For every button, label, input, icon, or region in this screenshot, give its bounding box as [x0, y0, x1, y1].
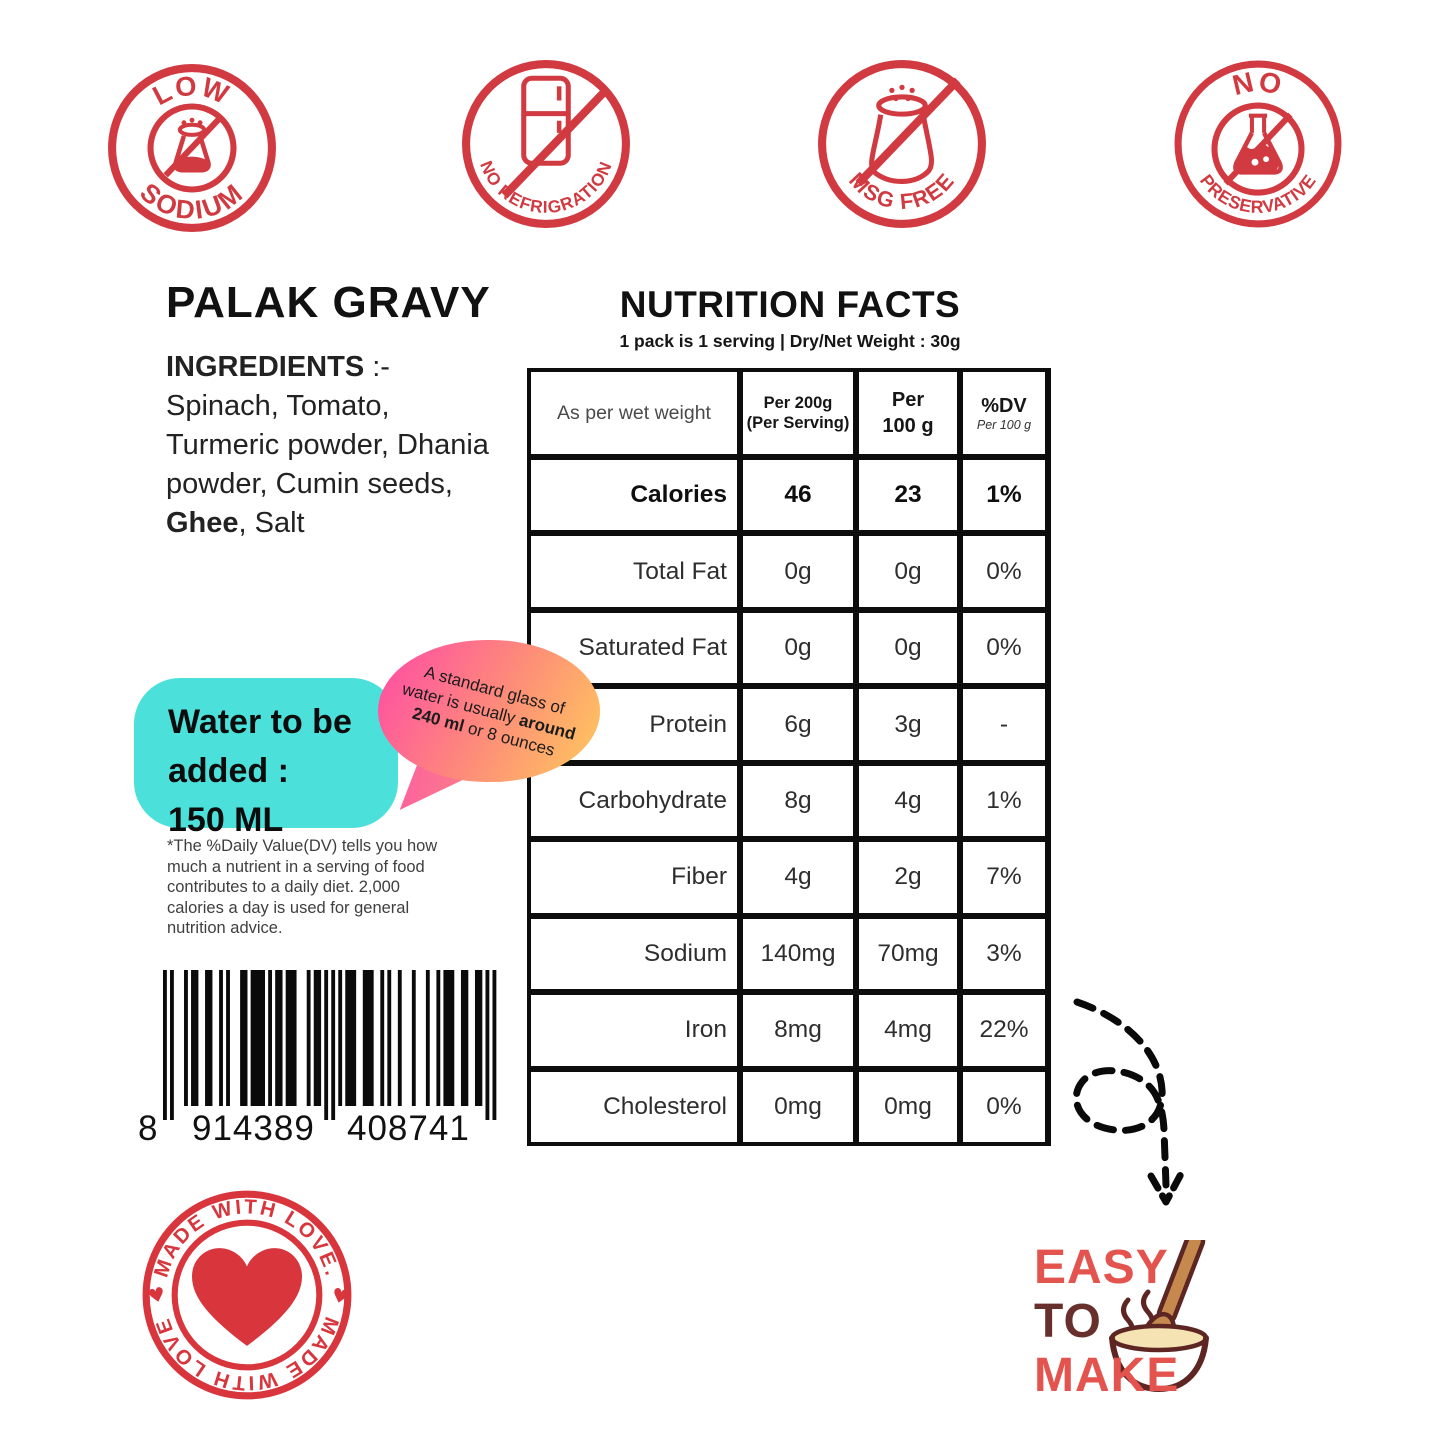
no-preservative-badge: NO PRESERVATIVE: [1174, 60, 1342, 228]
col-header-per-100g: Per 100 g: [859, 372, 957, 454]
slash-icon: [501, 85, 611, 199]
row-value: 3%: [963, 918, 1045, 990]
row-value: 4g: [859, 765, 957, 837]
low-sodium-badge: LOW SODIUM: [108, 64, 276, 232]
no-refrigeration-badge: NO REFRIGRATION: [462, 60, 630, 228]
row-value: 0g: [743, 612, 853, 684]
row-value: 0mg: [743, 1071, 853, 1142]
row-label: Fiber: [531, 842, 737, 913]
barcode: 8 914389 408741: [138, 970, 497, 1146]
barcode-lead-digit: 8: [138, 1109, 157, 1146]
product-title: PALAK GRAVY: [166, 278, 491, 327]
to-word: TO: [1034, 1295, 1102, 1348]
row-value: 3g: [859, 689, 957, 760]
slash-icon: [855, 77, 961, 187]
row-value: 22%: [963, 995, 1045, 1066]
slash-icon: [163, 117, 221, 178]
row-label: Carbohydrate: [531, 765, 737, 837]
nutrition-title: NUTRITION FACTS: [619, 284, 961, 325]
ingredients-bold-item: Ghee: [166, 507, 239, 539]
nutrition-table: As per wet weight Per 200g (Per Serving) …: [527, 368, 1051, 1146]
dv-footnote: *The %Daily Value(DV) tells you how much…: [167, 837, 438, 937]
nutrition-subtitle: 1 pack is 1 serving | Dry/Net Weight : 3…: [619, 331, 961, 351]
make-word: MAKE: [1034, 1349, 1180, 1402]
row-value: 1%: [963, 765, 1045, 837]
badge-top-label: NO: [1230, 66, 1285, 103]
svg-text:MSG FREE: MSG FREE: [844, 167, 959, 214]
row-value: 8mg: [743, 995, 853, 1066]
slash-icon: [1223, 112, 1293, 186]
barcode-group2: 408741: [347, 1109, 470, 1146]
easy-to-make-logo: EASY TO MAKE: [1034, 1238, 1246, 1416]
svg-text:NO: NO: [1230, 66, 1287, 103]
row-value: 2g: [859, 842, 957, 913]
barcode-group1: 914389: [192, 1109, 315, 1146]
small-heart-icon: ♥: [329, 1283, 351, 1310]
msg-free-badge: MSG FREE: [818, 60, 986, 228]
ingredients-sep: :-: [364, 351, 390, 383]
row-value: -: [963, 689, 1045, 760]
row-value: 4mg: [859, 995, 957, 1066]
row-value: 0%: [963, 612, 1045, 684]
easy-word: EASY: [1034, 1241, 1169, 1294]
water-note-line: Water to be: [168, 703, 352, 741]
col-header-per-serving: Per 200g (Per Serving): [743, 372, 853, 454]
water-note-bubble: Water to be added : 150 ML: [134, 678, 398, 839]
water-note-line: added :: [168, 752, 289, 790]
row-value: 8g: [743, 765, 853, 837]
row-value: 23: [859, 460, 957, 531]
row-value: 7%: [963, 842, 1045, 913]
row-value: 0g: [743, 536, 853, 607]
heart-icon: [191, 1248, 303, 1346]
glass-note-bubble: A standard glass of water is usually aro…: [378, 640, 600, 782]
row-value: 46: [743, 460, 853, 531]
row-value: 0%: [963, 536, 1045, 607]
row-value: 6g: [743, 689, 853, 760]
row-value: 0%: [963, 1071, 1045, 1142]
salt-shaker-icon: [869, 84, 934, 184]
fridge-icon: [521, 75, 571, 166]
row-value: 0g: [859, 536, 957, 607]
row-label: Calories: [531, 460, 737, 531]
barcode-bars: [163, 970, 497, 1120]
col-header-dv: %DV Per 100 g: [963, 372, 1045, 454]
row-label: Sodium: [531, 918, 737, 990]
row-label: Total Fat: [531, 536, 737, 607]
row-value: 70mg: [859, 918, 957, 990]
row-label: Iron: [531, 995, 737, 1066]
ingredients-block: INGREDIENTS :- Spinach, Tomato, Turmeric…: [166, 348, 502, 543]
dashed-curl-arrow-icon: [1072, 998, 1185, 1206]
mixing-bowl-icon: [1109, 1240, 1209, 1393]
small-heart-icon: ♥: [146, 1282, 168, 1309]
col-header-wet-weight: As per wet weight: [531, 372, 737, 454]
row-value: 0g: [859, 612, 957, 684]
water-note-line: 150 ML: [168, 801, 284, 839]
row-label: Cholesterol: [531, 1071, 737, 1142]
row-value: 140mg: [743, 918, 853, 990]
row-value: 0mg: [859, 1071, 957, 1142]
row-label: Saturated Fat: [531, 612, 737, 684]
made-with-love-stamp: ♥ ♥ MADE WITH LOVE. MADE WITH LOVE: [142, 1190, 351, 1400]
ingredients-label: INGREDIENTS: [166, 351, 365, 383]
row-value: 1%: [963, 460, 1045, 531]
glass-note-text: A standard glass of water is usually aro…: [400, 662, 578, 760]
badge-bottom-label: MSG FREE: [844, 167, 958, 214]
row-value: 4g: [743, 842, 853, 913]
ingredients-list-end: , Salt: [238, 507, 305, 539]
ingredients-list: Spinach, Tomato, Turmeric powder, Dhania…: [166, 390, 489, 500]
